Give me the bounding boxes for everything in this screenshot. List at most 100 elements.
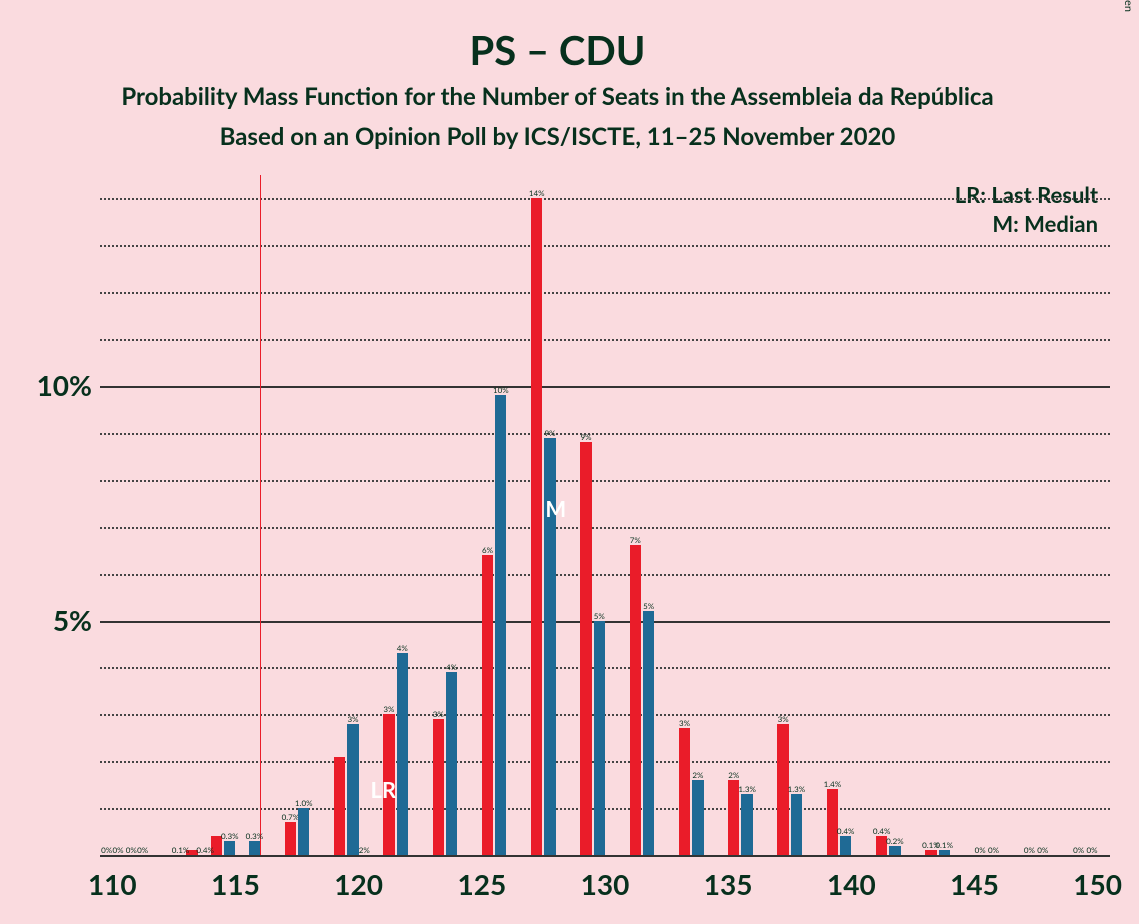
plot-area: LR: Last Result M: Median 5%10%110115120… (100, 175, 1110, 855)
legend: LR: Last Result M: Median (955, 181, 1098, 239)
bar-label-a: 0.3% (221, 831, 239, 841)
chart-root: © 2021 Filip van Laenen PS – CDU Probabi… (0, 0, 1139, 924)
bar-series-b (925, 850, 936, 855)
bar-label-b: 0% (137, 845, 148, 855)
legend-m: M: Median (955, 210, 1098, 237)
bar-series-a (791, 794, 802, 855)
gridline-minor (100, 714, 1110, 716)
bar-label-b: 0% (112, 845, 123, 855)
bar-label-b: 9% (581, 432, 592, 442)
bar-series-a (741, 794, 752, 855)
bar-label-a: 0% (126, 845, 137, 855)
x-axis-baseline (100, 855, 1110, 857)
bar-label-a: 0.4% (196, 845, 214, 855)
bar-label-b: 2% (728, 770, 739, 780)
bar-label-a: 4% (397, 643, 408, 653)
bar-label-b: 1.4% (824, 779, 842, 789)
bar-label-a: 0% (1037, 845, 1048, 855)
x-axis-label: 145 (950, 867, 999, 901)
bar-series-b (630, 545, 641, 855)
bar-series-a (397, 653, 408, 855)
bar-label-a: 10% (493, 385, 509, 395)
legend-lr: LR: Last Result (955, 181, 1098, 208)
bar-label-a: 1.3% (788, 784, 806, 794)
bar-label-a: 0% (1086, 845, 1097, 855)
bar-series-b (285, 822, 296, 855)
bar-label-a: 0.1% (935, 840, 953, 850)
gridline-major (100, 386, 1110, 388)
y-axis-label: 10% (22, 368, 92, 402)
bar-series-a (889, 846, 900, 855)
chart-title: PS – CDU (0, 26, 1115, 74)
bar-series-a (249, 841, 260, 855)
bar-series-b (531, 198, 542, 855)
bar-label-b: 3% (778, 714, 789, 724)
bar-series-a (594, 621, 605, 855)
bar-series-a (692, 780, 703, 855)
gridline-minor (100, 292, 1110, 294)
bar-series-a (298, 808, 309, 855)
bar-label-b: 3% (383, 704, 394, 714)
x-axis-label: 110 (88, 867, 137, 901)
bar-label-b: 0% (975, 845, 986, 855)
median-marker: M (545, 495, 566, 522)
bar-label-a: 9% (545, 428, 556, 438)
y-axis-label: 5% (22, 603, 92, 637)
bar-label-a: 0% (101, 845, 112, 855)
bar-label-b: 3% (433, 709, 444, 719)
gridline-minor (100, 574, 1110, 576)
bar-series-b (433, 719, 444, 855)
bar-label-a: 4% (446, 662, 457, 672)
bar-label-a: 5% (643, 601, 654, 611)
bar-label-a: 3% (347, 714, 358, 724)
bar-label-b: 0% (1073, 845, 1084, 855)
bar-series-a (939, 850, 950, 855)
last-result-marker: LR (370, 776, 396, 803)
bar-label-b: 3% (679, 718, 690, 728)
bar-series-b (482, 555, 493, 855)
gridline-minor (100, 761, 1110, 763)
bar-label-b: 0% (1024, 845, 1035, 855)
bar-label-a: 1.3% (738, 784, 756, 794)
x-axis-label: 120 (334, 867, 383, 901)
x-axis-label: 140 (827, 867, 876, 901)
bar-label-b: 2% (359, 845, 370, 855)
bar-label-a: 0.4% (837, 826, 855, 836)
bar-label-b: 14% (529, 188, 545, 198)
bar-series-a (495, 395, 506, 855)
x-axis-label: 135 (704, 867, 753, 901)
gridline-minor (100, 667, 1110, 669)
last-result-line (260, 175, 261, 855)
gridline-minor (100, 245, 1110, 247)
bar-series-a (224, 841, 235, 855)
bar-label-a: 0.1% (172, 845, 190, 855)
x-axis-label: 130 (581, 867, 630, 901)
bar-series-b (334, 757, 345, 855)
gridline-major (100, 621, 1110, 623)
gridline-minor (100, 527, 1110, 529)
bar-series-a (643, 611, 654, 855)
bar-label-a: 2% (692, 770, 703, 780)
bar-series-b (827, 789, 838, 855)
gridline-minor (100, 198, 1110, 200)
bar-series-b (679, 728, 690, 855)
gridline-minor (100, 808, 1110, 810)
x-axis-label: 150 (1073, 867, 1122, 901)
copyright-text: © 2021 Filip van Laenen (1122, 0, 1135, 12)
bar-series-a (840, 836, 851, 855)
bar-label-a: 0% (988, 845, 999, 855)
bar-series-a (347, 724, 358, 855)
bar-label-a: 5% (594, 611, 605, 621)
x-axis-label: 125 (457, 867, 506, 901)
bar-label-b: 7% (630, 535, 641, 545)
bar-label-a: 0.3% (246, 831, 264, 841)
x-axis-label: 115 (211, 867, 260, 901)
gridline-minor (100, 480, 1110, 482)
bar-label-a: 1.0% (295, 798, 313, 808)
bar-label-a: 0.2% (886, 836, 904, 846)
bar-series-a (446, 672, 457, 855)
chart-subtitle-2: Based on an Opinion Poll by ICS/ISCTE, 1… (0, 122, 1115, 151)
chart-subtitle-1: Probability Mass Function for the Number… (0, 82, 1115, 111)
bar-label-b: 6% (482, 545, 493, 555)
bar-label-b: 0.7% (282, 812, 300, 822)
